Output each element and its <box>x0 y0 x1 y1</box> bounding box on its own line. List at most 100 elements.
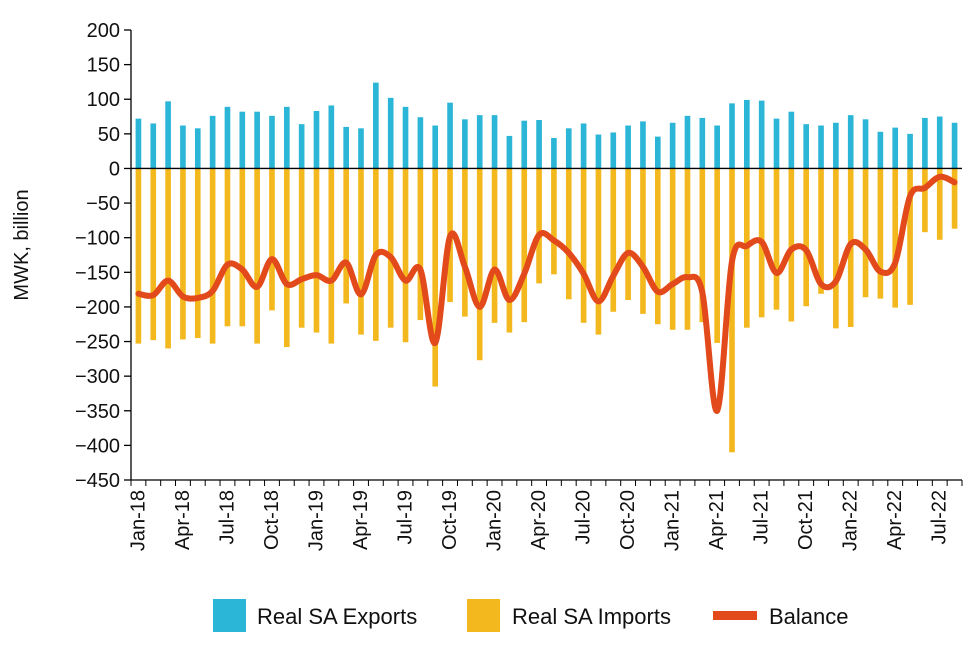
imports-bar-oct-21 <box>803 168 810 307</box>
imports-bar-jun-19 <box>387 168 394 328</box>
y-tick-label: −150 <box>75 262 120 284</box>
x-tick-label: Jan-21 <box>662 490 684 551</box>
exports-bar-apr-19 <box>358 128 364 169</box>
legend-swatch-exports <box>213 599 246 632</box>
balance-line-group <box>135 173 958 414</box>
imports-bar-feb-19 <box>328 168 335 344</box>
imports-bar-may-20 <box>551 168 557 275</box>
balance-line <box>135 173 958 414</box>
imports-bar-mar-18 <box>165 168 171 349</box>
y-tick-label: −400 <box>75 435 120 457</box>
exports-bar-sep-18 <box>254 111 260 169</box>
legend-swatch-imports <box>467 599 500 632</box>
exports-bar-aug-19 <box>417 117 424 169</box>
imports-bar-jan-21 <box>669 168 676 330</box>
exports-bar-aug-21 <box>773 118 780 169</box>
imports-bar-mar-22 <box>877 168 884 299</box>
exports-bar-feb-20 <box>506 135 513 169</box>
x-tick-label: Apr-18 <box>172 490 194 550</box>
x-tick-label: Oct-18 <box>261 490 283 550</box>
imports-bars <box>135 168 958 453</box>
imports-bar-apr-22 <box>892 168 899 308</box>
imports-bar-dec-20 <box>654 168 661 325</box>
imports-bar-apr-21 <box>714 168 720 343</box>
imports-bar-jun-18 <box>209 168 216 344</box>
exports-bar-jul-21 <box>758 100 765 169</box>
exports-bar-jun-19 <box>387 97 394 169</box>
x-tick-label: Jan-19 <box>305 490 327 551</box>
imports-bar-jan-18 <box>135 168 142 344</box>
exports-bar-oct-18 <box>269 115 275 169</box>
x-tick-label: Jan-18 <box>127 490 149 551</box>
exports-bar-dec-21 <box>833 122 839 169</box>
y-tick-label: −450 <box>75 470 120 492</box>
exports-bar-nov-18 <box>283 106 290 169</box>
imports-bar-feb-20 <box>506 168 513 333</box>
imports-bar-jul-18 <box>224 168 231 327</box>
exports-bar-jan-18 <box>135 118 142 169</box>
x-tick-label: Jul-21 <box>751 490 773 544</box>
exports-bar-jan-20 <box>491 115 498 169</box>
exports-bar-feb-19 <box>328 105 335 169</box>
exports-bar-nov-21 <box>818 125 824 169</box>
exports-bar-aug-20 <box>595 134 602 169</box>
imports-bar-apr-18 <box>180 168 186 340</box>
x-tick-label: Oct-20 <box>617 490 639 550</box>
exports-bar-may-22 <box>907 133 913 169</box>
imports-bar-feb-18 <box>150 168 157 341</box>
exports-bar-jan-19 <box>313 111 320 169</box>
exports-bar-mar-22 <box>877 131 884 169</box>
exports-bar-jan-22 <box>847 115 854 169</box>
imports-bar-aug-19 <box>417 168 424 321</box>
exports-bar-may-21 <box>729 103 735 169</box>
imports-bar-nov-18 <box>283 168 290 348</box>
x-tick-label: Apr-22 <box>884 490 906 550</box>
imports-bar-sep-21 <box>788 168 795 322</box>
exports-bar-apr-21 <box>714 125 720 169</box>
exports-bar-jun-21 <box>744 99 750 169</box>
y-tick-label: −100 <box>75 228 120 250</box>
exports-bar-sep-20 <box>610 132 617 169</box>
imports-bar-nov-19 <box>462 168 468 317</box>
exports-bar-mar-20 <box>521 120 528 169</box>
imports-bar-aug-20 <box>595 168 602 335</box>
exports-bar-oct-19 <box>447 102 453 169</box>
y-tick-label: 150 <box>87 55 120 77</box>
imports-bar-jan-19 <box>313 168 320 333</box>
exports-bar-may-19 <box>373 82 379 169</box>
imports-bar-nov-20 <box>640 168 646 314</box>
imports-bar-feb-22 <box>862 168 869 298</box>
exports-bar-nov-19 <box>462 119 468 169</box>
x-tick-label: Apr-20 <box>528 490 550 550</box>
imports-bar-apr-19 <box>358 168 364 335</box>
imports-bar-dec-21 <box>833 168 839 329</box>
imports-bar-oct-18 <box>269 168 275 311</box>
exports-bar-oct-20 <box>625 125 631 169</box>
y-axis: 200 150 100 50 0 −50 −100 −150 −200 −250 −300 −350 −… <box>75 20 132 492</box>
x-tick-label: Jul-19 <box>395 490 417 544</box>
exports-bar-aug-18 <box>239 111 246 169</box>
exports-bar-jul-19 <box>402 106 409 169</box>
exports-bar-jul-20 <box>580 123 587 169</box>
imports-bar-sep-19 <box>432 168 439 387</box>
y-tick-label: −50 <box>86 193 120 215</box>
exports-bar-apr-18 <box>180 125 186 169</box>
exports-bar-may-20 <box>551 138 557 169</box>
x-tick-label: Oct-21 <box>795 490 817 550</box>
y-tick-label: −300 <box>75 366 120 388</box>
imports-bar-may-22 <box>907 168 913 305</box>
imports-bar-may-18 <box>194 168 201 339</box>
imports-bar-apr-20 <box>536 168 542 284</box>
exports-bar-nov-20 <box>640 121 646 169</box>
exports-bar-apr-20 <box>536 120 542 169</box>
imports-bar-oct-20 <box>625 168 631 300</box>
y-tick-label: −350 <box>75 401 120 423</box>
exports-bar-jun-18 <box>209 115 216 169</box>
exports-bar-mar-21 <box>699 117 706 169</box>
x-tick-label: Apr-21 <box>706 490 728 550</box>
exports-bar-jun-22 <box>922 117 928 169</box>
imports-bar-aug-22 <box>951 168 958 229</box>
imports-bar-sep-20 <box>610 168 617 312</box>
exports-bar-jun-20 <box>565 128 572 169</box>
